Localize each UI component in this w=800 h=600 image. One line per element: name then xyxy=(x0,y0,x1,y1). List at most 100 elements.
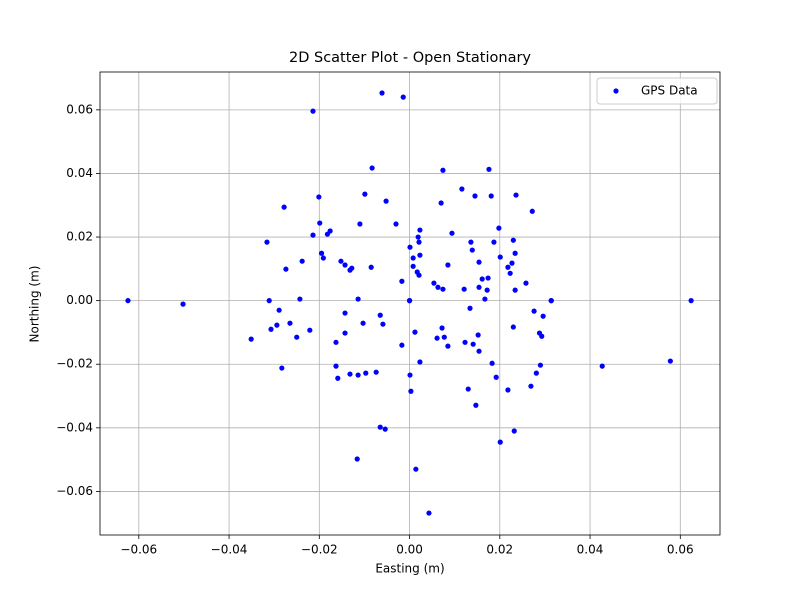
point xyxy=(379,90,385,96)
y-axis-label: Northing (m) xyxy=(28,266,42,343)
point xyxy=(266,298,272,304)
point xyxy=(441,334,447,340)
point xyxy=(461,286,467,292)
point xyxy=(355,372,361,378)
point xyxy=(125,298,131,304)
point xyxy=(548,298,554,304)
point xyxy=(493,374,499,380)
point xyxy=(320,255,326,261)
x-tick-label: 0.04 xyxy=(577,543,604,557)
point xyxy=(434,335,440,341)
point xyxy=(307,327,313,333)
chart-title: 2D Scatter Plot - Open Stationary xyxy=(289,50,531,66)
point xyxy=(528,383,534,389)
point xyxy=(510,237,516,243)
point xyxy=(467,305,473,311)
point xyxy=(431,280,437,286)
point xyxy=(318,250,325,256)
point xyxy=(347,371,353,377)
point xyxy=(435,284,441,290)
point xyxy=(540,313,546,319)
point xyxy=(476,259,482,265)
point xyxy=(297,296,303,302)
point xyxy=(507,270,513,276)
x-tick-label: 0.06 xyxy=(667,543,694,557)
point xyxy=(413,466,419,472)
point xyxy=(599,363,605,369)
legend-label: GPS Data xyxy=(641,84,698,98)
point xyxy=(415,234,421,240)
point xyxy=(533,370,539,376)
point xyxy=(440,167,446,173)
point xyxy=(510,324,516,330)
point xyxy=(475,332,481,338)
point xyxy=(287,320,293,326)
point xyxy=(338,258,344,264)
point xyxy=(488,193,494,199)
point xyxy=(512,287,518,293)
point xyxy=(410,255,416,261)
point xyxy=(354,456,360,462)
point xyxy=(505,387,511,393)
point xyxy=(416,272,422,278)
point xyxy=(360,320,366,326)
y-tick-label: −0.04 xyxy=(56,420,93,434)
point xyxy=(377,312,383,318)
point xyxy=(333,339,339,345)
point xyxy=(382,426,388,432)
point xyxy=(412,329,418,335)
point xyxy=(491,239,497,245)
point xyxy=(268,326,274,332)
y-tick-label: 0.06 xyxy=(66,102,93,116)
point xyxy=(294,334,300,340)
y-tick-label: −0.06 xyxy=(56,484,93,498)
y-tick-label: 0.04 xyxy=(66,166,93,180)
point xyxy=(408,388,414,394)
point xyxy=(407,372,413,378)
point xyxy=(470,341,476,347)
point xyxy=(465,386,471,392)
point xyxy=(299,258,305,264)
point xyxy=(283,266,289,272)
y-tick-label: 0.00 xyxy=(66,293,93,307)
point xyxy=(531,308,537,314)
point xyxy=(482,296,488,302)
x-tick-label: −0.06 xyxy=(120,543,157,557)
point xyxy=(380,321,386,327)
point xyxy=(688,298,694,304)
point xyxy=(400,94,406,100)
point xyxy=(310,108,316,114)
point xyxy=(473,402,479,408)
point xyxy=(462,339,468,345)
point xyxy=(667,358,673,364)
point xyxy=(383,198,389,204)
x-tick-label: −0.02 xyxy=(301,543,338,557)
point xyxy=(399,278,405,284)
point xyxy=(438,200,444,206)
legend-box xyxy=(596,77,718,105)
point xyxy=(355,296,361,302)
point xyxy=(459,186,465,192)
point xyxy=(497,439,503,445)
point xyxy=(479,276,485,282)
point xyxy=(180,301,186,307)
y-tick-label: −0.02 xyxy=(56,357,93,371)
point xyxy=(505,264,511,270)
point xyxy=(393,221,399,227)
point xyxy=(416,239,422,245)
point xyxy=(476,284,482,290)
y-tick-label: 0.02 xyxy=(66,230,93,244)
point xyxy=(445,343,451,349)
x-tick-label: 0.00 xyxy=(396,543,423,557)
plot-frame xyxy=(99,71,721,536)
point xyxy=(484,287,490,293)
point xyxy=(327,228,333,234)
point xyxy=(449,230,455,236)
point xyxy=(417,359,423,365)
point xyxy=(406,298,413,304)
point xyxy=(335,375,341,381)
point xyxy=(368,264,374,270)
point xyxy=(509,260,515,266)
legend-marker xyxy=(613,88,619,94)
point xyxy=(333,363,339,369)
